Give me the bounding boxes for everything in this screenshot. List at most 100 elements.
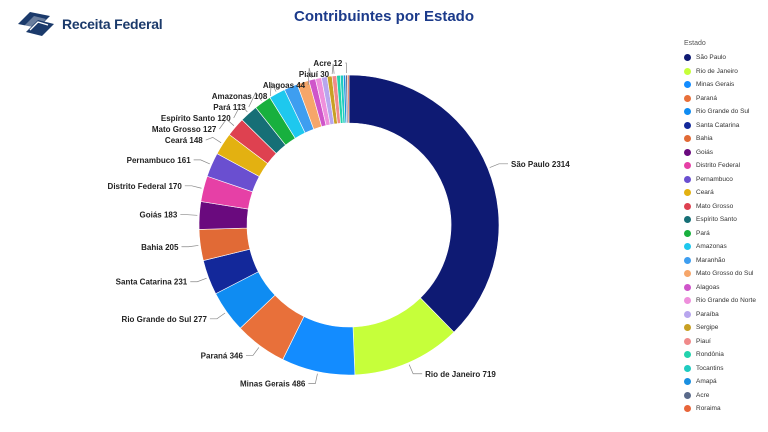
legend-item[interactable]: Pernambuco	[684, 173, 756, 187]
legend-item[interactable]: Espírito Santo	[684, 213, 756, 227]
donut-slice[interactable]	[348, 74, 500, 333]
legend-color-swatch	[684, 175, 691, 183]
leader-line	[205, 136, 222, 144]
legend-item[interactable]: Distrito Federal	[684, 159, 756, 173]
slice-label: Paraná 346	[201, 351, 244, 360]
slice-label: Mato Grosso 127	[152, 125, 217, 134]
legend-item-label: Mato Grosso do Sul	[696, 270, 754, 278]
legend-color-swatch	[684, 54, 691, 62]
leader-line	[181, 245, 199, 248]
leader-line	[307, 67, 312, 86]
slice-label: Distrito Federal 170	[108, 182, 183, 191]
logo: Receita Federal	[16, 10, 163, 38]
leader-line	[180, 214, 198, 216]
slice-label: Minas Gerais 486	[240, 379, 306, 388]
legend-item[interactable]: Bahia	[684, 132, 756, 146]
slice-label: Santa Catarina 231	[116, 278, 188, 287]
leader-line	[233, 103, 248, 119]
legend-item-label: Rio Grande do Norte	[696, 297, 756, 305]
legend-color-swatch	[684, 94, 691, 102]
slice-label: Goiás 183	[140, 211, 178, 220]
legend-item-label: Goiás	[696, 148, 713, 156]
legend-color-swatch	[684, 283, 691, 291]
leader-line	[489, 163, 508, 168]
leader-line	[190, 277, 207, 283]
leader-line	[408, 364, 423, 375]
legend-item-label: Pernambuco	[696, 175, 733, 183]
legend-item[interactable]: Piauí	[684, 335, 756, 349]
legend-item[interactable]: Ceará	[684, 186, 756, 200]
leader-line	[331, 63, 335, 75]
legend-item-label: Alagoas	[696, 283, 720, 291]
legend-color-swatch	[684, 229, 691, 237]
legend-item[interactable]: Paraná	[684, 92, 756, 106]
legend-item[interactable]: São Paulo	[684, 51, 756, 65]
legend-item[interactable]: Goiás	[684, 146, 756, 160]
leader-line	[345, 62, 347, 74]
legend-item-label: Maranhão	[696, 256, 726, 264]
legend-item[interactable]: Rio Grande do Sul	[684, 105, 756, 119]
legend-color-swatch	[684, 405, 691, 413]
legend-item[interactable]: Rio de Janeiro	[684, 65, 756, 79]
leader-line	[184, 185, 202, 189]
legend-color-swatch	[684, 81, 691, 89]
legend-item[interactable]: Amazonas	[684, 240, 756, 254]
slice-label: Espírito Santo 120	[161, 114, 231, 123]
legend-item[interactable]: Paraíba	[684, 308, 756, 322]
legend-item[interactable]: Roraima	[684, 402, 756, 416]
legend-item[interactable]: Tocantins	[684, 362, 756, 376]
legend-item-label: Pará	[696, 229, 710, 237]
legend-item-label: Paraíba	[696, 310, 719, 318]
legend-item[interactable]: Rondônia	[684, 348, 756, 362]
leader-line	[245, 347, 260, 356]
donut-chart: São Paulo 2314 Rio de Janeiro 719 Acre 12 P…	[108, 59, 571, 388]
leader-line	[248, 91, 262, 108]
chart-title: Contribuintes por Estado	[294, 8, 474, 25]
legend-item-label: Santa Catarina	[696, 121, 740, 129]
donut-slice[interactable]	[347, 74, 350, 124]
leader-line	[308, 373, 318, 384]
legend-item[interactable]: Rio Grande do Norte	[684, 294, 756, 308]
legend-item-label: Mato Grosso	[696, 202, 734, 210]
legend-color-swatch	[684, 67, 691, 75]
legend-color-swatch	[684, 391, 691, 399]
slice-label: Bahia 205	[141, 243, 179, 252]
slice-label: Acre 12	[313, 59, 342, 68]
legend-item-label: Amapá	[696, 378, 717, 386]
legend-color-swatch	[684, 270, 691, 278]
legend-item[interactable]: Maranhão	[684, 254, 756, 268]
legend-color-swatch	[684, 162, 691, 170]
legend-item-label: Piauí	[696, 337, 711, 345]
legend-items: São Paulo Rio de Janeiro Minas Gerais Paran…	[684, 51, 756, 416]
slice-label: Alagoas 44	[263, 81, 306, 90]
legend-color-swatch	[684, 324, 691, 332]
legend-color-swatch	[684, 202, 691, 210]
legend-color-swatch	[684, 256, 691, 264]
legend-item-label: Acre	[696, 391, 710, 399]
logo-text: Receita Federal	[62, 16, 163, 32]
legend-item[interactable]: Mato Grosso	[684, 200, 756, 214]
legend-item[interactable]: Alagoas	[684, 281, 756, 295]
legend-item[interactable]: Minas Gerais	[684, 78, 756, 92]
leader-line	[269, 81, 277, 97]
receita-federal-logo-icon	[18, 12, 54, 36]
legend-item-label: Paraná	[696, 94, 717, 102]
legend-item[interactable]: Acre	[684, 389, 756, 403]
slice-label: Rio Grande do Sul 277	[122, 315, 208, 324]
slice-label: Pernambuco 161	[127, 156, 192, 165]
legend-item[interactable]: Amapá	[684, 375, 756, 389]
legend-item-label: Sergipe	[696, 324, 719, 332]
legend-color-swatch	[684, 121, 691, 129]
legend-item[interactable]: Santa Catarina	[684, 119, 756, 133]
slice-label: Amazonas 108	[212, 92, 268, 101]
legend-item-label: Bahia	[696, 135, 713, 143]
legend-item[interactable]: Sergipe	[684, 321, 756, 335]
legend-item[interactable]: Mato Grosso do Sul	[684, 267, 756, 281]
legend-item[interactable]: Pará	[684, 227, 756, 241]
legend-color-swatch	[684, 108, 691, 116]
slice-label: Rio de Janeiro 719	[425, 370, 496, 379]
legend-item-label: Rio de Janeiro	[696, 67, 738, 75]
legend-item-label: Amazonas	[696, 243, 727, 251]
legend-color-swatch	[684, 148, 691, 156]
legend-item-label: Rondônia	[696, 351, 724, 359]
